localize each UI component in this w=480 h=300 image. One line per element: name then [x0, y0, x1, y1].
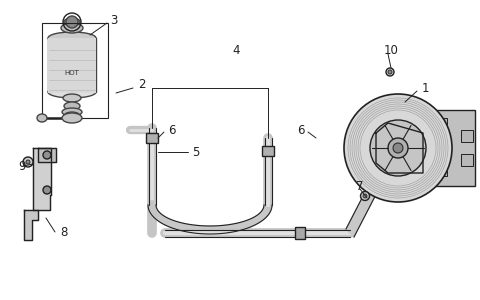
Ellipse shape [61, 23, 83, 33]
Polygon shape [33, 148, 51, 210]
Text: 5: 5 [192, 146, 199, 158]
Text: 7: 7 [356, 179, 363, 193]
Bar [461, 130, 473, 142]
Bar [423, 110, 475, 186]
Circle shape [388, 138, 408, 158]
Bar [461, 154, 473, 166]
Circle shape [26, 160, 30, 164]
Text: 2: 2 [138, 79, 145, 92]
Ellipse shape [37, 114, 47, 122]
Ellipse shape [64, 112, 80, 120]
Bar [42, 23, 108, 118]
Circle shape [23, 157, 33, 167]
Bar [427, 118, 447, 138]
Ellipse shape [62, 113, 82, 123]
Circle shape [370, 120, 426, 176]
Ellipse shape [48, 32, 96, 44]
Bar [146, 133, 158, 143]
Circle shape [360, 191, 370, 200]
Bar [427, 158, 447, 176]
Text: 6: 6 [168, 124, 176, 136]
Circle shape [393, 143, 403, 153]
Text: 4: 4 [232, 44, 240, 56]
Circle shape [66, 16, 78, 28]
Bar [48, 38, 96, 93]
Circle shape [43, 186, 51, 194]
Circle shape [363, 194, 367, 198]
Ellipse shape [63, 94, 81, 102]
Text: 1: 1 [422, 82, 430, 94]
Circle shape [344, 94, 452, 202]
Polygon shape [24, 210, 38, 240]
Text: 6: 6 [298, 124, 305, 136]
Polygon shape [148, 205, 272, 234]
Ellipse shape [64, 102, 80, 110]
Text: 10: 10 [384, 44, 399, 56]
Ellipse shape [64, 18, 80, 26]
Text: 9: 9 [18, 160, 25, 172]
Circle shape [386, 68, 394, 76]
Bar [262, 146, 274, 156]
Ellipse shape [62, 108, 82, 116]
Text: 3: 3 [110, 14, 118, 26]
Text: HOT: HOT [65, 70, 79, 76]
Polygon shape [38, 148, 56, 162]
Bar [295, 227, 305, 239]
Polygon shape [346, 171, 384, 237]
Ellipse shape [48, 86, 96, 98]
Circle shape [43, 151, 51, 159]
Polygon shape [376, 123, 423, 173]
Text: 8: 8 [60, 226, 67, 238]
Circle shape [388, 70, 392, 74]
